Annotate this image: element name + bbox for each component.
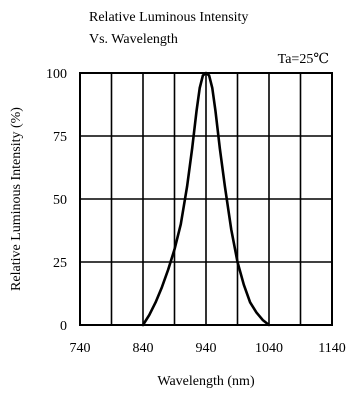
- y-tick-label: 25: [53, 256, 67, 271]
- curve-group: [141, 71, 271, 327]
- x-tick-label: 740: [70, 341, 91, 356]
- chart-title-line2: Vs. Wavelength: [89, 32, 178, 47]
- series-line-0: [141, 71, 271, 327]
- chart-title-line1: Relative Luminous Intensity: [89, 10, 248, 25]
- grid: [80, 73, 332, 325]
- x-tick-label: 1040: [255, 341, 283, 356]
- y-tick-label: 50: [53, 193, 67, 208]
- y-tick-label: 100: [46, 67, 67, 82]
- temperature-annotation: Ta=25℃: [278, 52, 329, 67]
- x-tick-label: 940: [196, 341, 217, 356]
- y-tick-labels: 0 25 50 75 100: [46, 67, 67, 334]
- x-tick-label: 1140: [318, 341, 345, 356]
- x-axis-label: Wavelength (nm): [157, 374, 255, 389]
- x-tick-labels: 740 840 940 1040 1140: [70, 341, 346, 356]
- x-tick-label: 840: [133, 341, 154, 356]
- y-tick-label: 0: [60, 319, 67, 334]
- y-tick-label: 75: [53, 130, 67, 145]
- y-axis-label: Relative Luminous Intensity (%): [9, 107, 24, 291]
